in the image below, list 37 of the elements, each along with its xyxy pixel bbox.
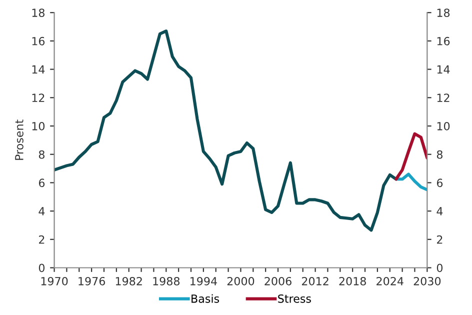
y-axis-title: Prosent	[15, 120, 24, 160]
x-tick-label: 1970	[41, 276, 68, 286]
x-tick-label: 2024	[376, 276, 404, 286]
y2-tick-label: 2	[437, 235, 442, 244]
x-tick-label: 2018	[339, 276, 366, 286]
y-tick-label: 8	[38, 150, 44, 159]
line-series	[54, 29, 398, 232]
legend-label: Basis	[192, 294, 220, 303]
x-tick-label: 2006	[264, 276, 292, 286]
y2-tick-label: 4	[436, 207, 443, 216]
y-tick-label: 0	[38, 264, 45, 272]
y2-tick-label: 8	[436, 150, 442, 159]
line-series	[394, 172, 428, 192]
y-tick-label: 18	[32, 8, 44, 17]
y-tick-label: 12	[32, 94, 44, 102]
y-tick-label: 4	[38, 207, 45, 216]
y-tick-label: 10	[32, 122, 45, 130]
x-tick-label: 1982	[116, 276, 142, 286]
y2-tick-label: 16	[437, 36, 450, 46]
legend-label: Stress	[278, 294, 311, 303]
y2-tick-label: 18	[437, 8, 450, 17]
x-tick-label: 2012	[302, 276, 328, 286]
x-tick-label: 1988	[153, 276, 180, 286]
y-tick-label: 16	[32, 36, 45, 46]
y-tick-label: 2	[38, 235, 44, 244]
y2-tick-label: 12	[437, 94, 450, 102]
x-tick-label: 1976	[78, 276, 106, 286]
x-tick-label: 2030	[414, 276, 441, 286]
y-tick-label: 6	[38, 178, 45, 188]
x-tick-label: 1994	[190, 276, 217, 286]
y-tick-label: 14	[32, 65, 45, 74]
y2-tick-label: 0	[436, 264, 443, 272]
line-series	[394, 132, 428, 181]
x-tick-label: 2000	[227, 276, 254, 286]
y2-tick-label: 14	[437, 65, 450, 74]
y2-tick-label: 10	[437, 122, 450, 130]
y2-tick-label: 6	[436, 178, 443, 188]
